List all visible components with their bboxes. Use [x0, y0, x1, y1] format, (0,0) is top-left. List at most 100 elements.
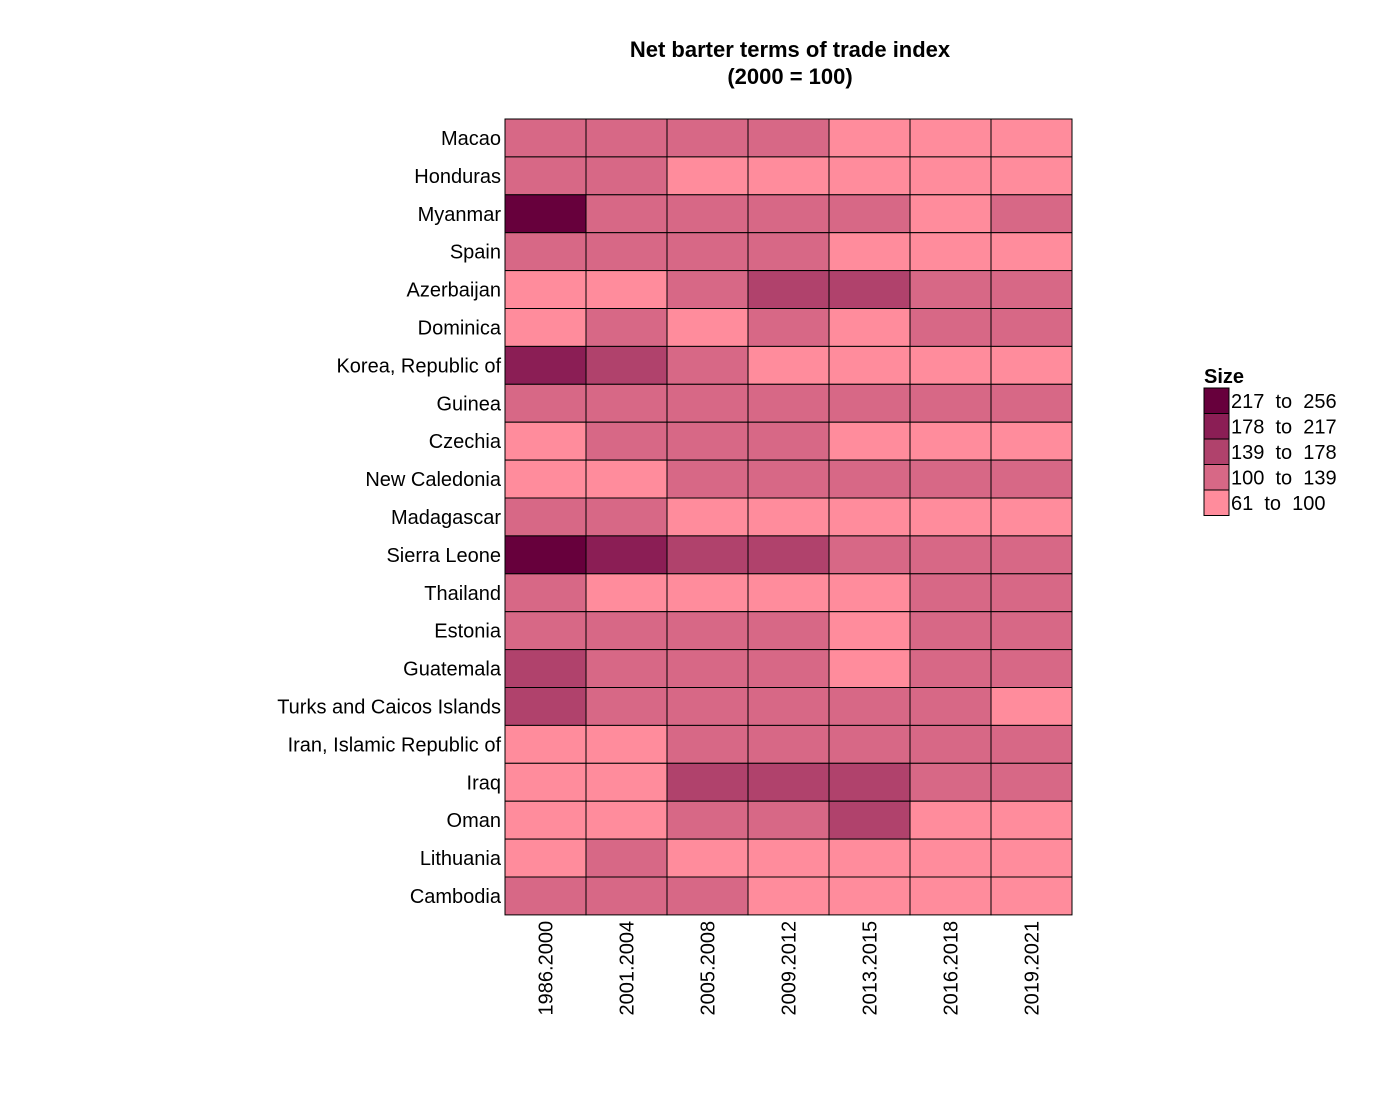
heatmap-cell [585, 308, 668, 347]
heatmap-cell [909, 383, 992, 423]
heatmap-cell [909, 232, 992, 272]
heatmap-cell [585, 156, 668, 196]
heatmap-cell [828, 194, 911, 234]
heatmap-cell [828, 497, 911, 537]
column-label: 2013.2015 [860, 921, 882, 1016]
heatmap-cell [504, 156, 587, 196]
heatmap-cell [585, 876, 668, 916]
column-label: 2001.2004 [617, 921, 639, 1016]
heatmap-cell [828, 687, 911, 726]
heatmap-cell [504, 345, 587, 385]
heatmap-cell [990, 800, 1073, 840]
row-label: Czechia [429, 431, 502, 453]
heatmap-cell [585, 573, 668, 613]
row-label: Dominica [418, 317, 502, 339]
heatmap-cell [504, 497, 587, 537]
heatmap-cell [504, 232, 587, 272]
heatmap-cell [990, 497, 1073, 537]
heatmap-cell [828, 270, 911, 310]
heatmap-cell [666, 611, 749, 651]
heatmap-cell [747, 421, 830, 461]
heatmap-cell [909, 611, 992, 651]
heatmap-cell [828, 762, 911, 802]
heatmap-cell [828, 308, 911, 347]
heatmap-cell [909, 459, 992, 499]
heatmap-cell [585, 497, 668, 537]
heatmap-cell [990, 838, 1073, 878]
heatmap-cell [909, 573, 992, 613]
row-label: Iran, Islamic Republic of [288, 734, 502, 756]
heatmap-cell [585, 421, 668, 461]
heatmap-cell [990, 459, 1073, 499]
heatmap-cells [504, 118, 1073, 916]
heatmap-cell [585, 611, 668, 651]
legend-swatch [1203, 413, 1230, 440]
heatmap-cell [747, 838, 830, 878]
heatmap-cell [909, 876, 992, 916]
legend-swatch [1203, 387, 1230, 414]
legend-title: Size [1204, 366, 1244, 388]
heatmap-cell [909, 535, 992, 575]
heatmap-cell [990, 156, 1073, 196]
heatmap-cell [585, 459, 668, 499]
heatmap-cell [909, 345, 992, 385]
row-label: New Caledonia [365, 469, 502, 491]
heatmap-cell [747, 535, 830, 575]
row-label: Cambodia [410, 886, 502, 908]
heatmap-cell [666, 345, 749, 385]
heatmap-cell [585, 687, 668, 726]
heatmap-cell [747, 649, 830, 688]
heatmap-cell [747, 459, 830, 499]
heatmap-cell [828, 573, 911, 613]
heatmap-cell [666, 876, 749, 916]
heatmap-cell [909, 270, 992, 310]
row-label: Korea, Republic of [336, 355, 501, 377]
heatmap-cell [666, 194, 749, 234]
heatmap-cell [504, 535, 587, 575]
heatmap-cell [828, 345, 911, 385]
heatmap-cell [666, 383, 749, 423]
heatmap-cell [990, 232, 1073, 272]
heatmap-cell [909, 687, 992, 726]
heatmap-cell [666, 724, 749, 764]
heatmap-cell [990, 724, 1073, 764]
heatmap-cell [504, 649, 587, 688]
heatmap-cell [990, 611, 1073, 651]
heatmap-cell [504, 118, 587, 158]
heatmap-cell [585, 649, 668, 688]
heatmap-cell [504, 573, 587, 613]
column-labels: 1986.2000 2001.2004 2005.2008 2009.2012 2013… [536, 921, 1044, 1016]
row-labels: Macao Honduras Myanmar Spain Azerbaijan Domin… [277, 128, 502, 908]
heatmap-cell [504, 762, 587, 802]
heatmap-cell [990, 762, 1073, 802]
heatmap-cell [828, 535, 911, 575]
heatmap-cell [666, 687, 749, 726]
heatmap-cell [585, 232, 668, 272]
legend-label: 100 to 139 [1231, 467, 1337, 489]
heatmap-cell [828, 383, 911, 423]
row-label: Guatemala [403, 659, 502, 681]
heatmap-cell [666, 421, 749, 461]
row-label: Iraq [467, 772, 501, 794]
heatmap-cell [504, 421, 587, 461]
heatmap-cell [666, 308, 749, 347]
heatmap-cell [909, 497, 992, 537]
heatmap-cell [909, 156, 992, 196]
heatmap-cell [747, 800, 830, 840]
column-label: 2016.2018 [941, 921, 963, 1016]
row-label: Thailand [424, 583, 501, 605]
legend-label: 139 to 178 [1231, 442, 1337, 464]
heatmap-cell [666, 649, 749, 688]
heatmap-cell [909, 838, 992, 878]
heatmap-cell [504, 194, 587, 234]
heatmap-cell [747, 573, 830, 613]
row-label: Azerbaijan [406, 280, 501, 302]
heatmap-cell [828, 232, 911, 272]
heatmap-cell [747, 383, 830, 423]
row-label: Oman [447, 810, 501, 832]
heatmap-cell [504, 459, 587, 499]
row-label: Macao [441, 128, 501, 150]
heatmap-cell [747, 762, 830, 802]
heatmap-cell [504, 724, 587, 764]
